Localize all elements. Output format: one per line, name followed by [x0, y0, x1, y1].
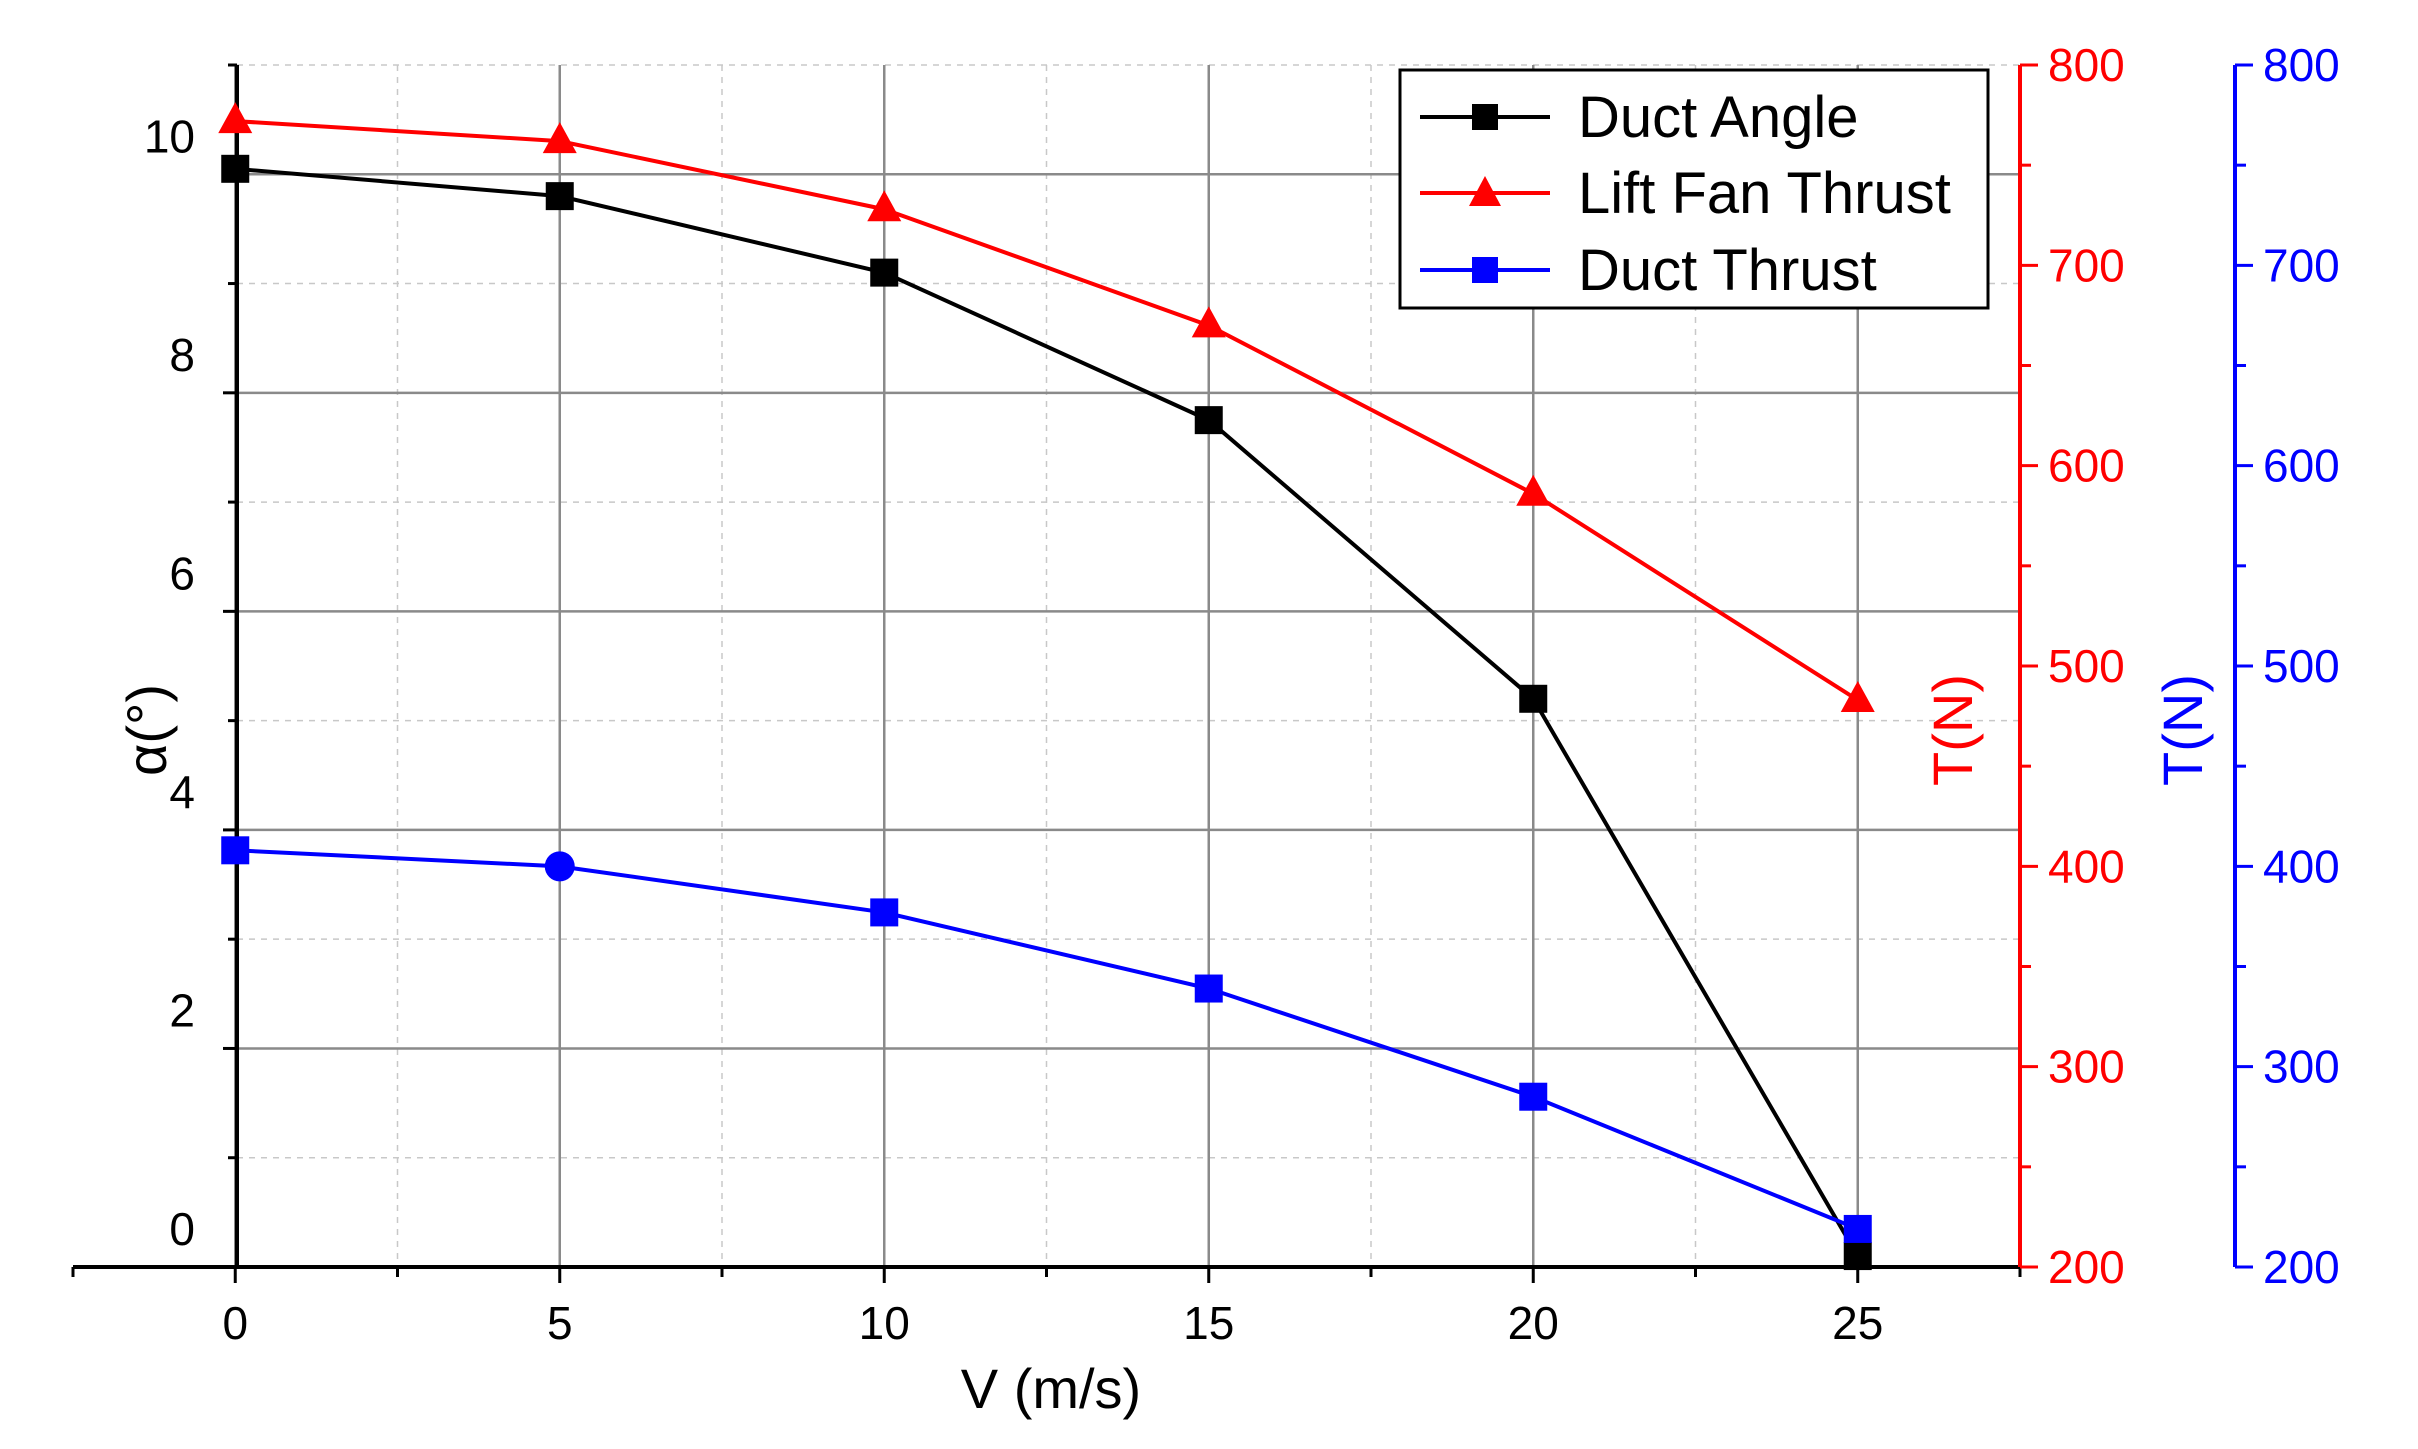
- data-point-duct-angle: [1194, 406, 1223, 435]
- right-blue-tick-label: 800: [2263, 39, 2340, 91]
- legend-marker-lift-fan-thrust: [1469, 176, 1501, 206]
- x-tick-label: 20: [1508, 1297, 1559, 1349]
- data-point-duct-angle: [221, 154, 250, 183]
- right-red-axis-title: T(N): [1921, 674, 1984, 786]
- data-point-duct-thrust: [1519, 1082, 1548, 1111]
- plot-area: [218, 102, 1875, 1271]
- legend-marker-duct-thrust: [1472, 257, 1498, 283]
- data-point-lift-fan-thrust: [218, 102, 253, 134]
- data-point-duct-thrust: [544, 851, 575, 882]
- legend-label-duct-angle: Duct Angle: [1578, 85, 1859, 150]
- left-tick-label: 8: [169, 329, 195, 381]
- data-point-duct-thrust: [1194, 974, 1223, 1003]
- right-blue-tick-label: 300: [2263, 1041, 2340, 1093]
- data-point-duct-thrust: [870, 898, 899, 927]
- data-point-duct-angle: [1519, 684, 1548, 713]
- left-tick-label: 6: [169, 547, 195, 599]
- data-point-duct-thrust: [1843, 1214, 1872, 1243]
- right-blue-tick-label: 400: [2263, 840, 2340, 892]
- data-point-duct-angle: [1843, 1242, 1872, 1271]
- legend: Duct Angle Lift Fan Thrust Duct Thrust: [1398, 68, 1990, 310]
- axes: 0 5 10 15 20 25 0 2 4 6 8 10 200 300 400 500 600 700 800 20…: [71, 39, 2340, 1349]
- data-point-lift-fan-thrust: [867, 190, 902, 222]
- data-point-duct-angle: [545, 182, 574, 211]
- right-blue-tick-label: 600: [2263, 440, 2340, 492]
- right-red-tick-label: 200: [2048, 1241, 2125, 1293]
- left-axis-title: α(°): [115, 684, 178, 776]
- x-tick-label: 5: [547, 1297, 573, 1349]
- left-tick-label: 10: [144, 110, 195, 162]
- right-red-tick-label: 800: [2048, 39, 2125, 91]
- legend-marker-duct-angle: [1472, 104, 1498, 130]
- right-red-tick-label: 700: [2048, 239, 2125, 291]
- data-point-lift-fan-thrust: [1516, 474, 1551, 506]
- right-red-tick-label: 500: [2048, 640, 2125, 692]
- series-line-lift-fan-thrust: [235, 119, 1859, 702]
- x-tick-label: 0: [222, 1297, 248, 1349]
- left-tick-label: 2: [169, 984, 195, 1036]
- series-line-duct-angle: [235, 166, 1860, 1258]
- right-red-tick-label: 600: [2048, 440, 2125, 492]
- right-red-tick-label: 300: [2048, 1041, 2125, 1093]
- legend-label-duct-thrust: Duct Thrust: [1578, 238, 1877, 303]
- right-blue-tick-label: 500: [2263, 640, 2340, 692]
- right-blue-axis-title: T(N): [2151, 674, 2214, 786]
- series-line-duct-thrust: [235, 848, 1859, 1231]
- data-point-lift-fan-thrust: [1191, 306, 1226, 338]
- left-tick-label: 4: [169, 766, 195, 818]
- x-tick-label: 15: [1183, 1297, 1234, 1349]
- data-point-duct-thrust: [221, 836, 250, 865]
- legend-label-lift-fan-thrust: Lift Fan Thrust: [1578, 161, 1951, 226]
- data-point-lift-fan-thrust: [542, 122, 577, 154]
- x-tick-label: 25: [1832, 1297, 1883, 1349]
- right-blue-tick-label: 200: [2263, 1241, 2340, 1293]
- left-tick-label: 0: [169, 1203, 195, 1255]
- right-red-tick-label: 400: [2048, 840, 2125, 892]
- data-point-lift-fan-thrust: [1840, 681, 1875, 713]
- right-blue-tick-label: 700: [2263, 239, 2340, 291]
- x-tick-label: 10: [859, 1297, 910, 1349]
- x-axis-title: V (m/s): [961, 1357, 1141, 1420]
- data-point-duct-angle: [870, 258, 899, 287]
